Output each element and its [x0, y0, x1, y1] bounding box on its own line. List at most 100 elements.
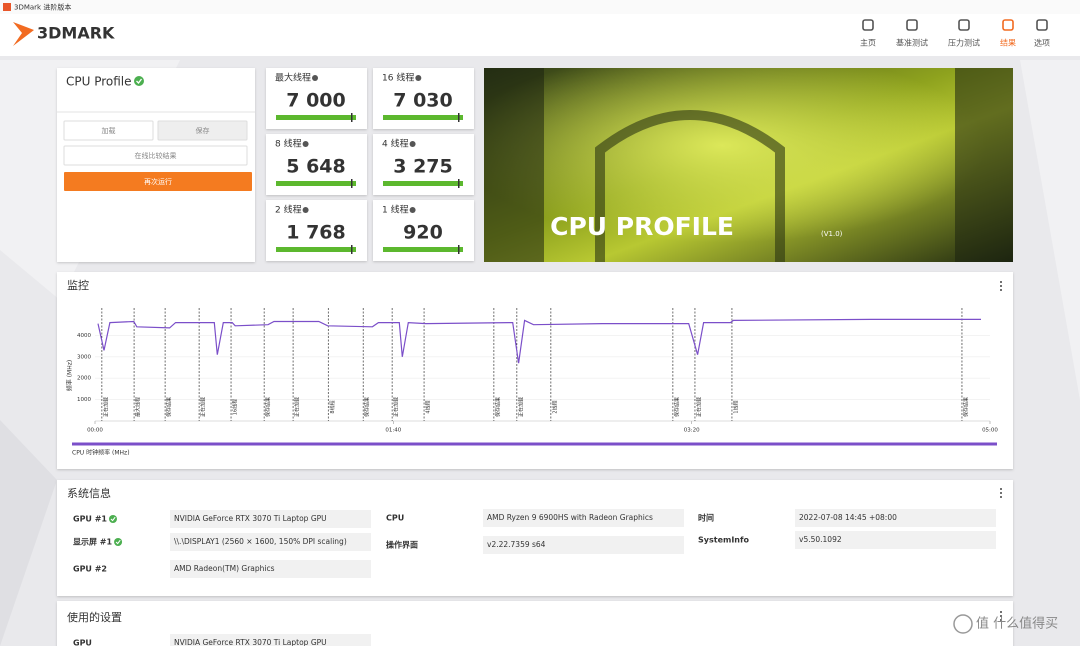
- event-label: 1线程: [732, 400, 739, 413]
- event-label: 保存结果: [166, 397, 173, 417]
- setting-value-bg: [170, 634, 371, 646]
- nav-item[interactable]: 基准测试: [896, 19, 928, 48]
- score-bar-marker: [458, 245, 460, 254]
- nav-item[interactable]: 压力测试: [948, 19, 980, 48]
- banner-glow: [484, 68, 1013, 262]
- button-label: 再次运行: [144, 177, 172, 186]
- nav-icon: [958, 19, 970, 31]
- score-bar-marker: [351, 245, 353, 254]
- nav-label: 压力测试: [948, 38, 980, 48]
- window-title: 3DMark 进阶版本: [14, 3, 71, 12]
- y-tick-label: 3000: [77, 354, 91, 360]
- ok-icon: [114, 538, 123, 546]
- info-icon: [409, 141, 416, 147]
- info-icon: [312, 75, 319, 81]
- monitor-title: 监控: [67, 278, 89, 292]
- more-menu[interactable]: [1000, 281, 1002, 291]
- banner-title: CPU PROFILE: [550, 212, 734, 241]
- nav: 主页 基准测试 压力测试 结果 选项: [860, 19, 1050, 48]
- score-value: 1 768: [286, 222, 346, 244]
- bg-shape: [0, 420, 57, 646]
- score-bar: [383, 247, 463, 252]
- info-value: v2.22.7359 s64: [487, 540, 546, 549]
- info-label: CPU: [386, 514, 404, 523]
- more-menu[interactable]: [1000, 611, 1002, 621]
- event-label: 正在加载: [517, 397, 524, 417]
- nav-icon: [906, 19, 918, 31]
- button-bg: [157, 120, 248, 141]
- event-label: 正在加载: [102, 397, 109, 417]
- score-grid: 最大线程 7 000 16 线程 7 030 8 线程 5 648 4 线程 3 275 2 线…: [266, 68, 474, 261]
- score-card: 2 线程 1 768: [266, 200, 367, 261]
- y-tick-label: 4000: [77, 333, 91, 339]
- settings-grid: GPU NVIDIA GeForce RTX 3070 Ti Laptop GPU: [73, 634, 371, 646]
- info-value-bg: [795, 509, 996, 527]
- score-value: 7 000: [286, 90, 346, 112]
- info-label: GPU #2: [73, 565, 107, 574]
- button-label: 保存: [196, 126, 210, 135]
- nav-label: 基准测试: [896, 38, 928, 48]
- button-bg: [63, 120, 154, 141]
- ok-check: [136, 78, 143, 84]
- watermark: 值 什么值得买: [976, 616, 1058, 632]
- info-value-bg: [170, 533, 371, 551]
- button[interactable]: 再次运行: [64, 172, 252, 191]
- score-label: 1 线程: [382, 204, 409, 216]
- event-label: 保存结果: [494, 397, 501, 417]
- x-tick-label: 03:20: [684, 428, 700, 434]
- monitor-chart: 频率 (MHz)1000 2000 3000 4000 00:00 01:40 03:20 0…: [66, 308, 998, 457]
- score-bar-marker: [351, 113, 353, 122]
- ok-icon: [134, 76, 144, 86]
- info-value-bg: [483, 509, 684, 527]
- more-menu[interactable]: [1000, 488, 1002, 498]
- score-card: 最大线程 7 000: [266, 68, 367, 129]
- score-label: 2 线程: [275, 204, 302, 216]
- watermark-icon: [953, 614, 973, 634]
- ok-check: [110, 516, 116, 522]
- app-icon: [3, 3, 11, 11]
- info-icon: [409, 207, 416, 213]
- event-label: 2线程: [551, 400, 558, 413]
- score-value: 7 030: [393, 90, 453, 112]
- nav-item[interactable]: 选项: [1034, 19, 1050, 48]
- monitor-card: [57, 272, 1013, 469]
- x-tick-label: 05:00: [982, 428, 998, 434]
- score-label: 16 线程: [382, 72, 414, 84]
- info-value: v5.50.1092: [799, 535, 842, 544]
- info-value: NVIDIA GeForce RTX 3070 Ti Laptop GPU: [174, 514, 327, 523]
- score-bar: [276, 181, 356, 186]
- event-label: 8线程: [329, 400, 336, 413]
- score-bar-marker: [351, 179, 353, 188]
- info-value-bg: [795, 531, 996, 549]
- button[interactable]: 加载: [63, 120, 154, 141]
- score-label: 4 线程: [382, 138, 409, 150]
- score-bar: [276, 115, 356, 120]
- sysinfo-title: 系统信息: [67, 486, 111, 500]
- x-tick-label: 00:00: [87, 428, 103, 434]
- nav-item[interactable]: 结果: [1000, 19, 1016, 48]
- event-label: 16线程: [232, 399, 239, 415]
- logo: 3DMARK: [37, 24, 115, 43]
- info-label: 操作界面: [386, 540, 418, 550]
- score-card: 8 线程 5 648: [266, 134, 367, 195]
- info-label: 显示屏 #1: [73, 538, 112, 547]
- score-bar: [383, 115, 463, 120]
- nav-item[interactable]: 主页: [860, 19, 876, 48]
- event-label: 正在加载: [695, 397, 702, 417]
- info-label: GPU #1: [73, 515, 107, 524]
- settings-title: 使用的设置: [67, 610, 122, 624]
- info-value: 2022-07-08 14:45 +08:00: [799, 513, 897, 522]
- info-label: SystemInfo: [698, 536, 749, 545]
- button-bg: [64, 172, 252, 191]
- button[interactable]: 保存: [157, 120, 248, 141]
- banner-version: (V1.0): [821, 230, 843, 238]
- event-label: 4线程: [425, 400, 432, 413]
- event-label: 正在加载: [294, 397, 301, 417]
- button[interactable]: 在线比较结果: [63, 145, 248, 166]
- score-card: 16 线程 7 030: [373, 68, 474, 129]
- logo-mark: [13, 22, 34, 46]
- info-value-bg: [170, 560, 371, 578]
- score-value: 5 648: [286, 156, 346, 178]
- score-value: 3 275: [393, 156, 453, 178]
